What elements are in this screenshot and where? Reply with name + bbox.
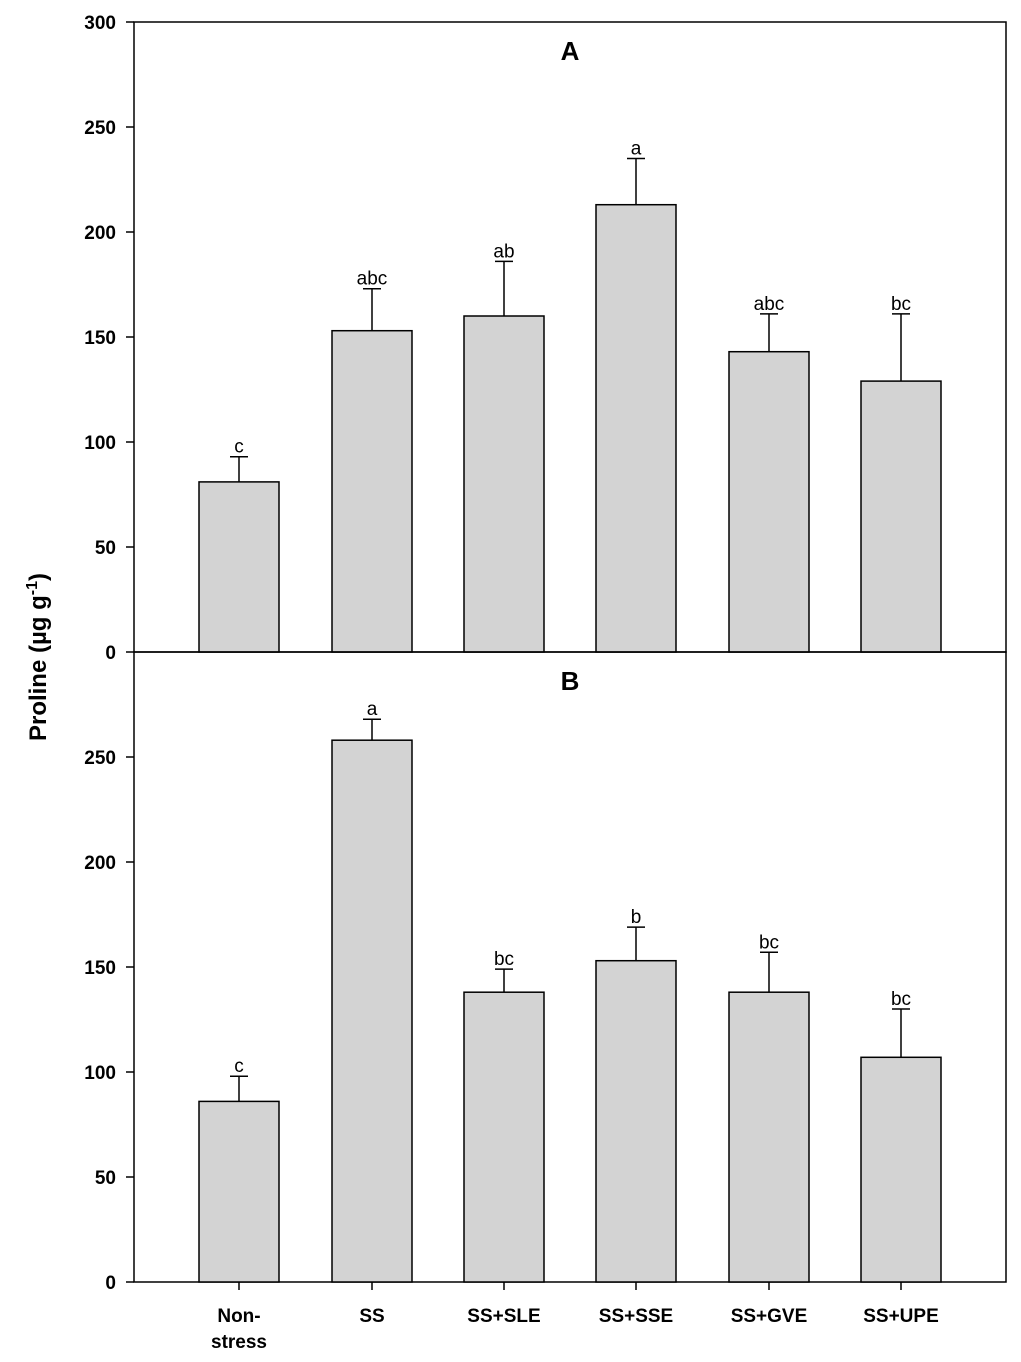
y-tick-label: 50 (95, 1168, 116, 1189)
panel-title: A (561, 36, 580, 66)
y-tick-label: 150 (84, 328, 116, 349)
bar (595, 959, 677, 1283)
significance-letter: c (234, 1056, 244, 1077)
x-category-label: SS+GVE (731, 1306, 808, 1327)
y-axis-label: Proline (µg g-1) (24, 573, 52, 741)
x-category-label: SS+UPE (863, 1306, 939, 1327)
panel-b: 0 50 100 150 200 250 c a bc b bc bc B (84, 651, 1007, 1294)
y-tick-label: 250 (84, 118, 116, 139)
y-axis-label-unit: µg g (25, 595, 52, 645)
bar (463, 991, 545, 1283)
bar (463, 315, 545, 653)
y-tick-label: 200 (84, 223, 116, 244)
bar (860, 1056, 942, 1283)
y-axis-label-prefix: Proline ( (25, 645, 52, 741)
bar (595, 203, 677, 653)
y-axis-label-suffix: ) (25, 573, 52, 581)
bar (728, 350, 810, 653)
significance-letter: a (367, 699, 378, 720)
x-category-label-line2: stress (211, 1332, 267, 1353)
y-tick-label: 300 (84, 13, 116, 34)
significance-letter: bc (891, 294, 911, 315)
bar (198, 1100, 280, 1283)
significance-letter: bc (494, 949, 514, 970)
x-category-label: SS (359, 1306, 384, 1327)
panel-title: B (561, 666, 580, 696)
y-tick-label: 150 (84, 958, 116, 979)
bar (860, 380, 942, 653)
y-tick-label: 200 (84, 853, 116, 874)
y-tick-label: 250 (84, 748, 116, 769)
significance-letter: abc (754, 294, 785, 315)
bar (728, 991, 810, 1283)
significance-letter: c (234, 437, 244, 458)
y-tick-label: 100 (84, 1063, 116, 1084)
y-tick-label: 50 (95, 538, 116, 559)
bar (331, 329, 413, 653)
significance-letter: a (631, 139, 642, 160)
significance-letter: ab (493, 241, 514, 262)
x-category-labels: Non-stress SS SS+SLE SS+SSE SS+GVE SS+UPE (211, 1282, 939, 1353)
bar (198, 481, 280, 653)
panel-a: 0 50 100 150 200 250 300 c abc ab a abc bc A (84, 13, 1007, 664)
y-tick-label: 100 (84, 433, 116, 454)
bar (331, 739, 413, 1283)
significance-letter: bc (891, 989, 911, 1010)
y-tick-label: 0 (105, 1273, 116, 1294)
x-category-label: SS+SLE (467, 1306, 540, 1327)
y-axis-label-superscript: -1 (24, 581, 41, 595)
significance-letter: abc (357, 269, 388, 290)
y-tick-label: 0 (105, 643, 116, 664)
x-category-label: SS+SSE (599, 1306, 673, 1327)
significance-letter: b (631, 907, 642, 928)
x-category-label: Non- (217, 1306, 260, 1327)
significance-letter: bc (759, 932, 779, 953)
